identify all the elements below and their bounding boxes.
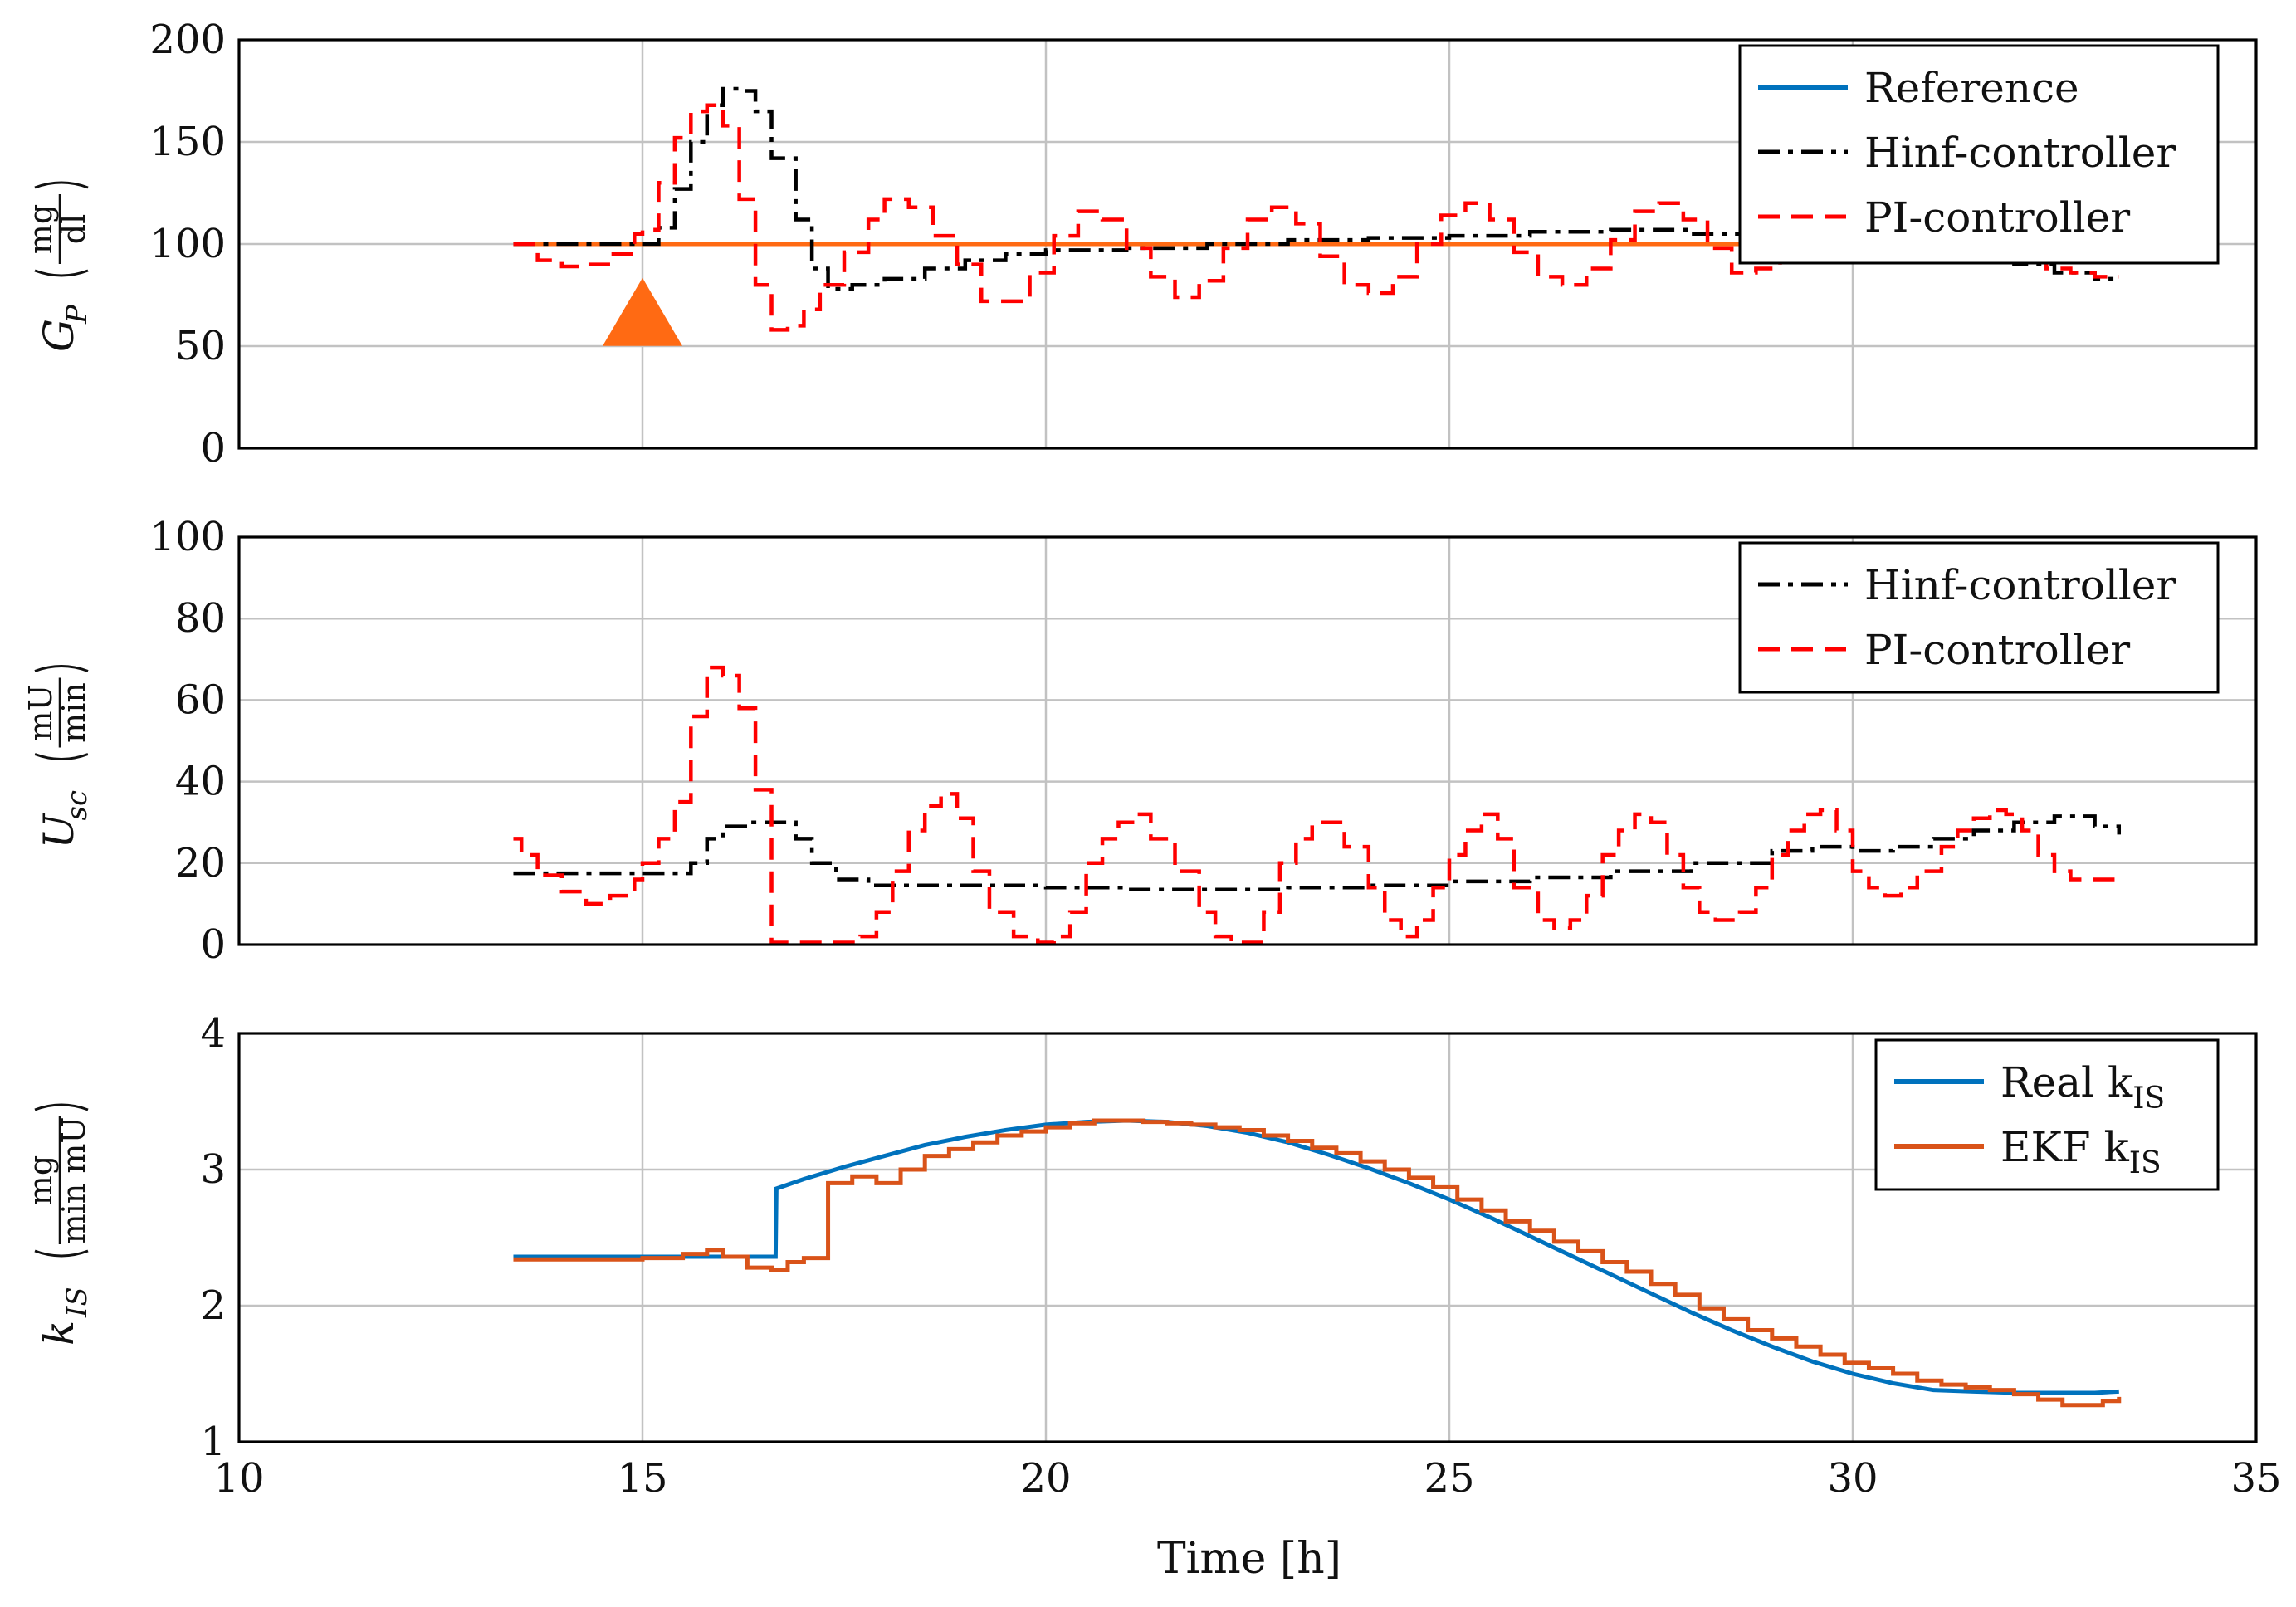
y-unit-numerator: mg xyxy=(22,204,59,254)
x-axis-label: Time [h] xyxy=(1157,1534,1341,1584)
y-tick-label: 100 xyxy=(149,514,226,560)
axes-frame xyxy=(237,535,2258,946)
axes-frame xyxy=(237,1032,2258,1443)
legend-box xyxy=(1738,541,2220,694)
y-tick-label: 200 xyxy=(149,17,226,63)
legend-label-subscript: IS xyxy=(2132,1082,2165,1116)
series-line-hinf-controller xyxy=(513,86,2119,291)
x-tick-label: 20 xyxy=(1020,1455,1071,1502)
y-tick-label: 40 xyxy=(175,759,226,805)
x-tick-label: 15 xyxy=(617,1455,667,1502)
y-tick-label: 3 xyxy=(200,1146,226,1193)
y-tick-label: 20 xyxy=(175,840,226,887)
y-tick-label: 50 xyxy=(175,323,226,369)
bracket-left xyxy=(34,269,89,277)
x-tick-label: 10 xyxy=(213,1455,264,1502)
axes-frame xyxy=(237,38,2258,450)
legend-label: PI-controller xyxy=(1864,193,2130,242)
y-axis-symbol: G xyxy=(35,319,83,352)
y-tick-label: 4 xyxy=(200,1010,226,1057)
meal-marker-triangle xyxy=(603,277,682,346)
y-tick-label: 0 xyxy=(200,921,226,968)
legend-label: PI-controller xyxy=(1864,626,2130,674)
x-tick-label: 25 xyxy=(1424,1455,1474,1502)
y-tick-label: 80 xyxy=(175,595,226,642)
y-axis-subscript: sc xyxy=(61,790,94,821)
y-tick-label: 60 xyxy=(175,677,226,723)
legend-label: Hinf-controller xyxy=(1864,561,2176,609)
y-tick-label: 100 xyxy=(149,221,226,267)
x-tick-label: 30 xyxy=(1827,1455,1878,1502)
legend: Reference Hinf-controller PI-controller xyxy=(1738,44,2220,265)
series-line-ekf-k xyxy=(513,1118,2122,1408)
y-tick-label: 150 xyxy=(149,119,226,165)
bracket-right xyxy=(34,1103,89,1111)
y-unit-denominator: min mU xyxy=(56,1117,92,1244)
legend-label: Reference xyxy=(1864,64,2079,112)
legend-box xyxy=(1738,44,2220,265)
legend-label: Hinf-controller xyxy=(1864,129,2176,177)
legend-label-subscript: IS xyxy=(2129,1146,2162,1180)
y-tick-label: 2 xyxy=(200,1282,226,1329)
series-line-pi-controller xyxy=(513,665,2119,945)
x-tick-label: 35 xyxy=(2230,1455,2281,1502)
bracket-left xyxy=(34,753,89,760)
y-unit-numerator: mU xyxy=(22,684,59,740)
y-unit-numerator: mg xyxy=(22,1155,59,1205)
legend: Hinf-controller PI-controller xyxy=(1738,541,2220,694)
series-line-hinf-controller xyxy=(513,814,2122,891)
bracket-left xyxy=(34,1249,89,1258)
y-unit-denominator: min xyxy=(56,682,92,743)
legend-box xyxy=(1874,1038,2220,1191)
y-axis-subscript: P xyxy=(61,304,94,325)
y-axis-subscript: IS xyxy=(61,1287,94,1318)
y-tick-label: 1 xyxy=(200,1419,226,1465)
y-axis-symbol: k xyxy=(35,1321,83,1346)
bracket-right xyxy=(34,665,89,672)
y-axis-symbol: U xyxy=(35,813,83,849)
legend-label: Real kIS xyxy=(2000,1058,2165,1116)
series-line-real-k xyxy=(513,1118,2119,1395)
bracket-right xyxy=(34,181,89,189)
y-unit-denominator: dl xyxy=(56,214,92,244)
y-tick-label: 0 xyxy=(200,425,226,471)
